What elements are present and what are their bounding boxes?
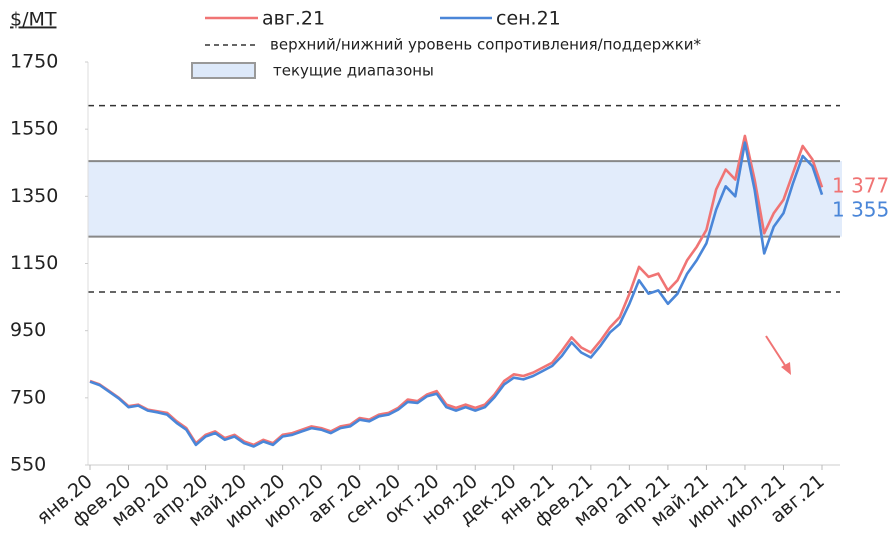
y-tick-label: 1750: [10, 51, 58, 73]
y-axis-label: $/MT: [10, 9, 57, 31]
legend-label: сен.21: [496, 8, 561, 30]
y-tick-label: 1550: [10, 118, 58, 140]
y-tick-label: 1150: [10, 252, 58, 274]
legend-label: текущие диапазоны: [273, 62, 434, 80]
y-tick-label: 550: [10, 454, 46, 476]
y-tick-label: 950: [10, 319, 46, 341]
legend-label: авг.21: [262, 8, 325, 30]
end-label: 1 377: [832, 174, 889, 198]
y-tick-label: 750: [10, 386, 46, 408]
range-band: [88, 161, 842, 237]
arrow-head: [781, 362, 791, 375]
legend-swatch: [191, 62, 256, 79]
arrow: [765, 335, 789, 371]
series-line: [89, 134, 824, 447]
y-tick-label: 1350: [10, 185, 58, 207]
series-line: [89, 141, 824, 448]
legend-label: верхний/нижний уровень сопротивления/под…: [270, 36, 702, 54]
end-label: 1 355: [832, 198, 889, 222]
